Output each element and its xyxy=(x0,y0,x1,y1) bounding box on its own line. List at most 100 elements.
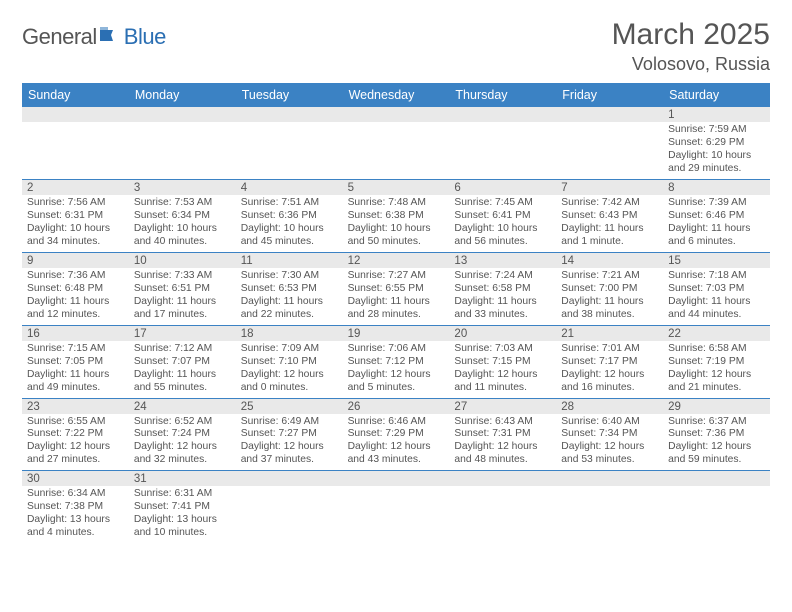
day-cell: Sunrise: 7:53 AMSunset: 6:34 PMDaylight:… xyxy=(129,195,236,252)
day-cell: Sunrise: 7:39 AMSunset: 6:46 PMDaylight:… xyxy=(663,195,770,252)
weekday-label: Wednesday xyxy=(343,83,450,107)
weekday-label: Thursday xyxy=(449,83,556,107)
daylight: Daylight: 11 hours and 49 minutes. xyxy=(27,369,124,395)
day-number: 31 xyxy=(129,471,236,486)
daynum-row: 1 xyxy=(22,107,770,122)
daylight: Daylight: 12 hours and 0 minutes. xyxy=(241,369,338,395)
day-cell: Sunrise: 7:21 AMSunset: 7:00 PMDaylight:… xyxy=(556,268,663,325)
weekday-label: Friday xyxy=(556,83,663,107)
day-cell: Sunrise: 6:34 AMSunset: 7:38 PMDaylight:… xyxy=(22,486,129,543)
day-cell: Sunrise: 7:36 AMSunset: 6:48 PMDaylight:… xyxy=(22,268,129,325)
sunset: Sunset: 7:34 PM xyxy=(561,428,658,441)
day-number: 28 xyxy=(556,399,663,414)
daylight: Daylight: 13 hours and 4 minutes. xyxy=(27,514,124,540)
month-title: March 2025 xyxy=(612,18,770,52)
day-number: 24 xyxy=(129,399,236,414)
sunrise: Sunrise: 7:39 AM xyxy=(668,197,765,210)
sunrise: Sunrise: 7:15 AM xyxy=(27,343,124,356)
sunset: Sunset: 6:38 PM xyxy=(348,210,445,223)
daylight: Daylight: 11 hours and 28 minutes. xyxy=(348,296,445,322)
day-number xyxy=(449,107,556,122)
sunrise: Sunrise: 7:21 AM xyxy=(561,270,658,283)
daylight: Daylight: 11 hours and 17 minutes. xyxy=(134,296,231,322)
daylight: Daylight: 11 hours and 38 minutes. xyxy=(561,296,658,322)
daylight: Daylight: 10 hours and 45 minutes. xyxy=(241,223,338,249)
day-number xyxy=(556,107,663,122)
week-row: Sunrise: 7:15 AMSunset: 7:05 PMDaylight:… xyxy=(22,341,770,399)
day-number: 23 xyxy=(22,399,129,414)
sunrise: Sunrise: 7:36 AM xyxy=(27,270,124,283)
week-row: Sunrise: 7:59 AMSunset: 6:29 PMDaylight:… xyxy=(22,122,770,180)
daylight: Daylight: 11 hours and 6 minutes. xyxy=(668,223,765,249)
daylight: Daylight: 12 hours and 16 minutes. xyxy=(561,369,658,395)
sunset: Sunset: 7:22 PM xyxy=(27,428,124,441)
logo: General Blue xyxy=(22,24,166,50)
day-number: 30 xyxy=(22,471,129,486)
day-cell: Sunrise: 7:59 AMSunset: 6:29 PMDaylight:… xyxy=(663,122,770,179)
sunrise: Sunrise: 7:53 AM xyxy=(134,197,231,210)
day-number xyxy=(449,471,556,486)
sunset: Sunset: 6:36 PM xyxy=(241,210,338,223)
daylight: Daylight: 10 hours and 40 minutes. xyxy=(134,223,231,249)
daylight: Daylight: 12 hours and 27 minutes. xyxy=(27,441,124,467)
sunrise: Sunrise: 6:40 AM xyxy=(561,416,658,429)
sunset: Sunset: 6:34 PM xyxy=(134,210,231,223)
day-number xyxy=(556,471,663,486)
sunset: Sunset: 7:31 PM xyxy=(454,428,551,441)
day-number: 29 xyxy=(663,399,770,414)
day-number xyxy=(343,471,450,486)
location: Volosovo, Russia xyxy=(612,54,770,75)
day-number: 17 xyxy=(129,326,236,341)
day-cell: Sunrise: 7:56 AMSunset: 6:31 PMDaylight:… xyxy=(22,195,129,252)
day-cell xyxy=(663,486,770,543)
sunset: Sunset: 7:38 PM xyxy=(27,501,124,514)
sunset: Sunset: 6:41 PM xyxy=(454,210,551,223)
sunrise: Sunrise: 6:58 AM xyxy=(668,343,765,356)
day-number: 26 xyxy=(343,399,450,414)
sunrise: Sunrise: 7:12 AM xyxy=(134,343,231,356)
sunset: Sunset: 7:10 PM xyxy=(241,356,338,369)
day-cell: Sunrise: 6:49 AMSunset: 7:27 PMDaylight:… xyxy=(236,414,343,471)
daylight: Daylight: 13 hours and 10 minutes. xyxy=(134,514,231,540)
sunrise: Sunrise: 7:06 AM xyxy=(348,343,445,356)
sunset: Sunset: 7:27 PM xyxy=(241,428,338,441)
day-number: 15 xyxy=(663,253,770,268)
sunset: Sunset: 7:07 PM xyxy=(134,356,231,369)
day-cell xyxy=(22,122,129,179)
daylight: Daylight: 11 hours and 33 minutes. xyxy=(454,296,551,322)
sunset: Sunset: 7:15 PM xyxy=(454,356,551,369)
weekday-label: Sunday xyxy=(22,83,129,107)
sunset: Sunset: 6:55 PM xyxy=(348,283,445,296)
sunset: Sunset: 7:19 PM xyxy=(668,356,765,369)
day-cell: Sunrise: 7:18 AMSunset: 7:03 PMDaylight:… xyxy=(663,268,770,325)
sunrise: Sunrise: 6:31 AM xyxy=(134,488,231,501)
day-number: 10 xyxy=(129,253,236,268)
day-cell: Sunrise: 7:33 AMSunset: 6:51 PMDaylight:… xyxy=(129,268,236,325)
weekday-header: SundayMondayTuesdayWednesdayThursdayFrid… xyxy=(22,83,770,107)
sunrise: Sunrise: 7:03 AM xyxy=(454,343,551,356)
day-cell: Sunrise: 7:45 AMSunset: 6:41 PMDaylight:… xyxy=(449,195,556,252)
daynum-row: 3031 xyxy=(22,471,770,486)
daylight: Daylight: 12 hours and 53 minutes. xyxy=(561,441,658,467)
logo-general: General xyxy=(22,24,97,50)
day-cell: Sunrise: 7:09 AMSunset: 7:10 PMDaylight:… xyxy=(236,341,343,398)
week-row: Sunrise: 6:55 AMSunset: 7:22 PMDaylight:… xyxy=(22,414,770,472)
week-row: Sunrise: 6:34 AMSunset: 7:38 PMDaylight:… xyxy=(22,486,770,543)
sunrise: Sunrise: 7:56 AM xyxy=(27,197,124,210)
day-number: 1 xyxy=(663,107,770,122)
day-cell: Sunrise: 7:30 AMSunset: 6:53 PMDaylight:… xyxy=(236,268,343,325)
day-number xyxy=(236,107,343,122)
daylight: Daylight: 11 hours and 44 minutes. xyxy=(668,296,765,322)
daylight: Daylight: 12 hours and 32 minutes. xyxy=(134,441,231,467)
sunset: Sunset: 7:29 PM xyxy=(348,428,445,441)
sunrise: Sunrise: 7:48 AM xyxy=(348,197,445,210)
daynum-row: 2345678 xyxy=(22,180,770,195)
calendar: SundayMondayTuesdayWednesdayThursdayFrid… xyxy=(22,83,770,543)
sunset: Sunset: 6:48 PM xyxy=(27,283,124,296)
day-cell: Sunrise: 6:52 AMSunset: 7:24 PMDaylight:… xyxy=(129,414,236,471)
week-row: Sunrise: 7:56 AMSunset: 6:31 PMDaylight:… xyxy=(22,195,770,253)
sunrise: Sunrise: 7:18 AM xyxy=(668,270,765,283)
day-number: 11 xyxy=(236,253,343,268)
sunrise: Sunrise: 7:01 AM xyxy=(561,343,658,356)
day-cell: Sunrise: 7:01 AMSunset: 7:17 PMDaylight:… xyxy=(556,341,663,398)
